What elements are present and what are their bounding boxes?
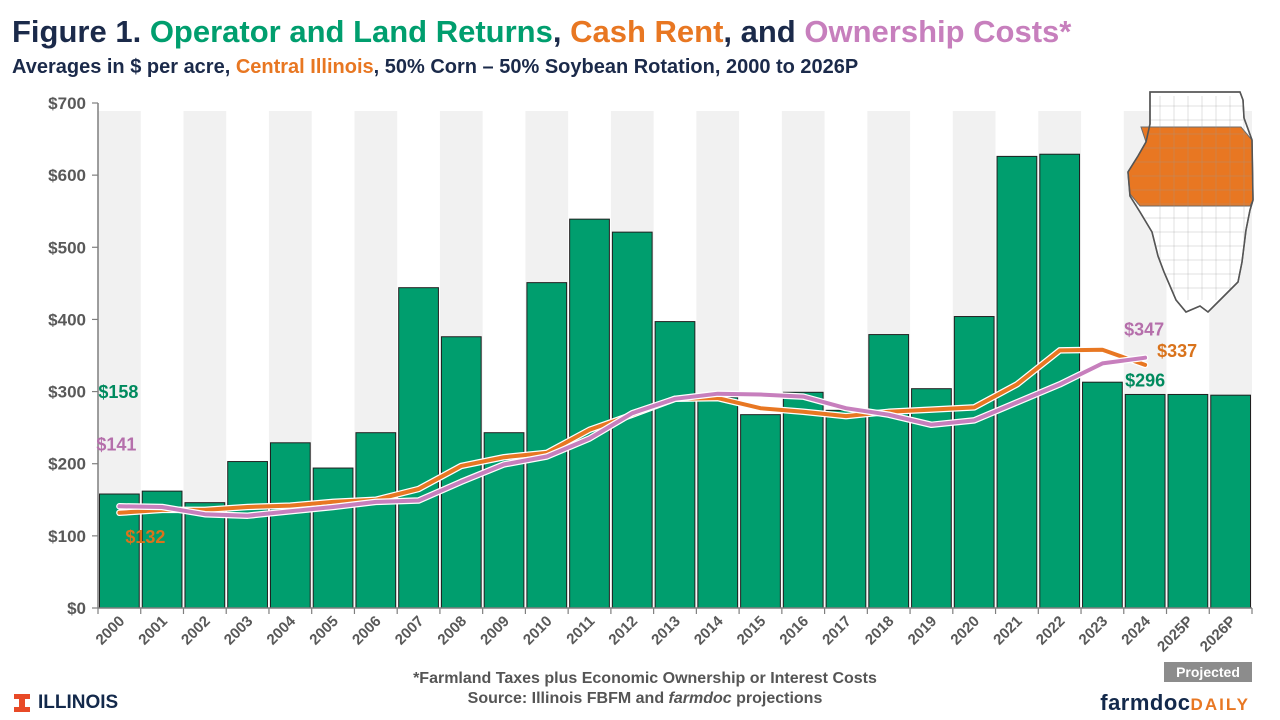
x-tick-label: 2002 xyxy=(178,613,214,649)
bar-2016 xyxy=(782,391,824,609)
illinois-logo: ILLINOIS xyxy=(14,692,118,714)
y-tick-label: $100 xyxy=(48,527,86,546)
x-tick-label: 2025P xyxy=(1154,613,1197,656)
x-tick-label: 2017 xyxy=(819,613,855,649)
x-tick-label: 2012 xyxy=(605,613,641,649)
x-tick-label: 2011 xyxy=(563,613,598,648)
bar-2017 xyxy=(825,409,867,609)
x-tick-label: 2010 xyxy=(520,613,556,649)
y-tick-label: $500 xyxy=(48,238,86,257)
x-tick-label: 2004 xyxy=(264,612,300,648)
x-tick-label: 2021 xyxy=(990,613,1026,649)
footnote: *Farmland Taxes plus Economic Ownership … xyxy=(413,670,877,687)
subtitle-suffix: , 50% Corn – 50% Soybean Rotation, 2000 … xyxy=(373,56,859,78)
bar-2026P xyxy=(1210,394,1252,609)
x-tick-label: 2000 xyxy=(93,613,129,649)
x-tick-label: 2026P xyxy=(1197,613,1240,656)
x-tick-label: 2003 xyxy=(221,613,257,649)
data-label-2024: $296 xyxy=(1125,370,1165,390)
x-tick-label: 2023 xyxy=(1076,613,1112,649)
x-tick-label: 2006 xyxy=(349,613,385,649)
chart-subtitle: Averages in $ per acre, Central Illinois… xyxy=(12,56,858,79)
bar-2014 xyxy=(697,396,739,609)
bar-2015 xyxy=(740,414,781,609)
projected-badge: Projected xyxy=(1164,662,1252,682)
illinois-logo-text: ILLINOIS xyxy=(38,692,119,713)
farmdoc-logo-main: farmdoc xyxy=(1100,690,1191,715)
bar-2025P xyxy=(1167,393,1209,609)
bar-2002 xyxy=(184,502,226,609)
farmdoc-logo-daily: DAILY xyxy=(1190,695,1250,714)
bar-2024 xyxy=(1124,393,1166,609)
x-tick-label: 2005 xyxy=(306,613,342,649)
source-italic: farmdoc xyxy=(668,690,732,707)
bar-2013 xyxy=(654,321,696,609)
title-operator-returns: Operator and Land Returns xyxy=(149,14,553,49)
source-prefix: Source: Illinois FBFM and xyxy=(467,690,669,707)
x-tick-label: 2024 xyxy=(1118,612,1154,648)
y-tick-label: $300 xyxy=(48,383,86,402)
subtitle-prefix: Averages in $ per acre, xyxy=(12,56,236,78)
y-tick-label: $700 xyxy=(48,94,86,113)
bar-2020 xyxy=(953,316,995,609)
chart-title: Figure 1. Operator and Land Returns, Cas… xyxy=(12,14,1071,50)
title-sep-1: , xyxy=(552,14,571,49)
title-prefix: Figure 1. xyxy=(12,14,150,49)
x-tick-label: 2013 xyxy=(648,613,684,649)
data-label-2024: $337 xyxy=(1157,341,1197,361)
title-ownership-costs: Ownership Costs* xyxy=(804,14,1072,49)
bar-2005 xyxy=(312,467,354,609)
block-i-icon xyxy=(14,694,30,712)
source-suffix: projections xyxy=(731,690,823,707)
bar-2007 xyxy=(398,287,439,609)
x-tick-label: 2007 xyxy=(392,613,428,649)
illinois-border xyxy=(1127,91,1254,314)
x-tick-label: 2020 xyxy=(947,613,983,649)
bar-2003 xyxy=(227,461,268,609)
bar-2018 xyxy=(868,334,910,609)
bar-2011 xyxy=(569,218,610,609)
y-tick-label: $600 xyxy=(48,166,86,185)
x-tick-label: 2014 xyxy=(691,612,727,648)
title-cash-rent: Cash Rent xyxy=(570,14,724,49)
bar-2006 xyxy=(355,432,397,609)
data-label-2000: $158 xyxy=(98,382,138,402)
bar-2004 xyxy=(269,442,311,609)
data-label-2000: $132 xyxy=(125,527,165,547)
x-tick-label: 2018 xyxy=(862,613,898,649)
y-tick-label: $400 xyxy=(48,310,86,329)
x-tick-label: 2015 xyxy=(734,613,770,649)
data-label-2000: $141 xyxy=(96,434,136,454)
x-tick-label: 2019 xyxy=(905,613,941,649)
x-tick-label: 2001 xyxy=(135,613,171,649)
bar-2023 xyxy=(1082,381,1123,609)
farmdoc-logo: farmdocDAILY xyxy=(1100,690,1250,716)
x-tick-label: 2022 xyxy=(1033,613,1069,649)
subtitle-region: Central Illinois xyxy=(235,56,374,78)
data-label-2024: $347 xyxy=(1124,320,1164,340)
x-tick-label: 2008 xyxy=(435,613,471,649)
source-note: Source: Illinois FBFM and farmdoc projec… xyxy=(0,690,1280,708)
illinois-map xyxy=(1127,91,1254,314)
ownership-costs-line xyxy=(117,355,1148,518)
x-tick-label: 2009 xyxy=(477,613,513,649)
title-sep-2: , and xyxy=(723,14,805,49)
y-tick-label: $200 xyxy=(48,455,86,474)
y-tick-label: $0 xyxy=(67,599,86,618)
x-tick-label: 2016 xyxy=(776,613,812,649)
